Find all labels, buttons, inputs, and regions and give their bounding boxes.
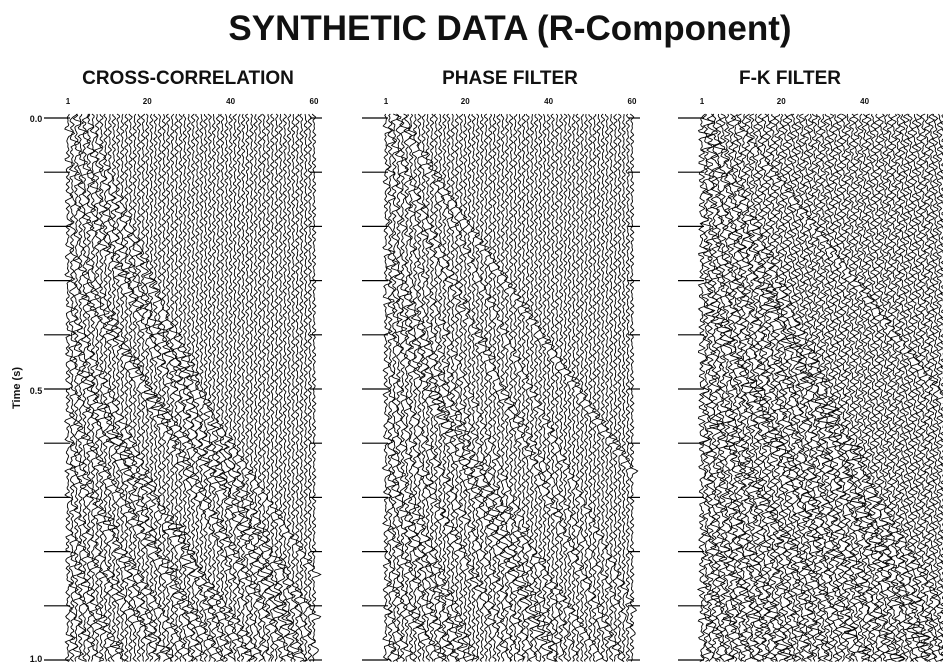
figure-title: SYNTHETIC DATA (R-Component) (228, 9, 791, 48)
trace (243, 114, 255, 662)
trace (478, 114, 490, 662)
trace (462, 114, 473, 662)
trace (550, 114, 560, 662)
trace-tick-label: 20 (143, 97, 152, 106)
panel-title: F-K FILTER (739, 68, 841, 89)
trace (583, 114, 592, 662)
trace (227, 114, 239, 662)
trace (798, 114, 812, 662)
trace (516, 114, 528, 662)
trace (621, 114, 630, 662)
trace-tick-label: 20 (777, 97, 786, 106)
trace (599, 114, 609, 662)
trace (532, 114, 546, 662)
trace (139, 114, 151, 662)
trace (172, 114, 185, 662)
trace (77, 114, 88, 662)
trace (563, 114, 572, 662)
trace-tick-label: 1 (700, 97, 705, 106)
figure: SYNTHETIC DATA (R-Component) Time (s) 0.… (0, 0, 943, 664)
trace-tick-label: 40 (860, 97, 869, 106)
trace (608, 114, 618, 662)
trace (495, 114, 506, 662)
trace (98, 114, 115, 662)
y-axis-label: Time (s) (11, 367, 23, 409)
trace-tick-label: 1 (66, 97, 71, 106)
trace (928, 114, 938, 662)
trace-tick-label: 20 (461, 97, 470, 106)
panel-title: CROSS-CORRELATION (82, 68, 294, 89)
panel: CROSS-CORRELATION 1 20 40 60 (44, 68, 322, 662)
trace (890, 114, 902, 662)
panel-title: PHASE FILTER (442, 68, 578, 89)
trace (504, 114, 515, 662)
trace (239, 114, 251, 662)
trace (466, 114, 478, 662)
trace (499, 114, 511, 662)
trace (519, 114, 530, 662)
y-tick-label: 1.0 (30, 654, 43, 664)
trace-tick-label: 60 (310, 97, 319, 106)
trace (299, 114, 308, 662)
trace (65, 114, 76, 662)
trace (860, 114, 873, 662)
trace-tick-label: 40 (226, 97, 235, 106)
panel: F-K FILTER1204060 (678, 68, 943, 662)
trace-tick-label: 1 (384, 97, 389, 106)
trace (214, 114, 227, 662)
y-tick-label: 0.5 (30, 386, 43, 396)
trace-tick-label: 60 (628, 97, 637, 106)
trace (630, 114, 638, 662)
trace (184, 114, 199, 662)
trace (311, 114, 321, 662)
trace (524, 114, 536, 662)
trace-tick-label: 40 (544, 97, 553, 106)
trace (612, 114, 622, 662)
trace (273, 114, 287, 662)
panel: PHASE FILTER 1 20 40 60 (362, 68, 640, 662)
trace (219, 114, 230, 662)
trace (135, 114, 148, 662)
y-tick-label: 0.0 (30, 114, 43, 124)
